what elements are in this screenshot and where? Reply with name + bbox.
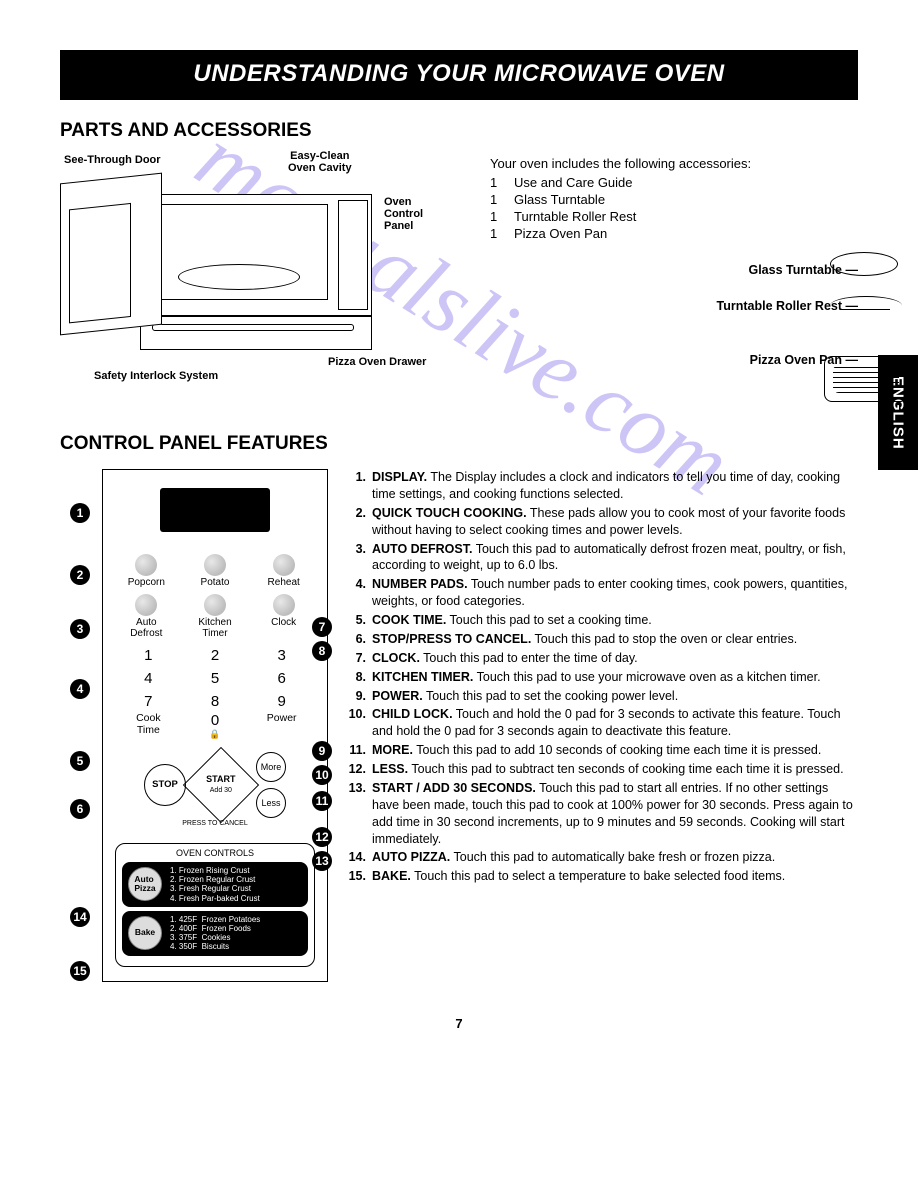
keypad-4[interactable]: 4 [115, 670, 182, 687]
feature-descriptions: 1.DISPLAY. The Display includes a clock … [338, 469, 858, 982]
feature-description-item: 13.START / ADD 30 SECONDS. Touch this pa… [338, 780, 858, 848]
callout-14: 14 [70, 907, 90, 927]
callout-15: 15 [70, 961, 90, 981]
keypad-8[interactable]: 8 [182, 693, 249, 710]
stop-button[interactable]: STOP [144, 764, 186, 806]
keypad-6[interactable]: 6 [248, 670, 315, 687]
feature-description-item: 7.CLOCK. Touch this pad to enter the tim… [338, 650, 858, 667]
callout-6: 6 [70, 799, 90, 819]
accessory-row: 1Glass Turntable [490, 192, 858, 207]
label-see-through-door: See-Through Door [64, 154, 161, 166]
feature-description-item: 6.STOP/PRESS TO CANCEL. Touch this pad t… [338, 631, 858, 648]
page-banner: UNDERSTANDING YOUR MICROWAVE OVEN [60, 50, 858, 100]
keypad-2[interactable]: 2 [182, 647, 249, 664]
auto-defrost-button[interactable]: Auto Defrost [115, 594, 178, 639]
section-control-title: CONTROL PANEL FEATURES [60, 433, 858, 455]
accessory-row: 1Pizza Oven Pan [490, 226, 858, 241]
callout-3: 3 [70, 619, 90, 639]
keypad-9[interactable]: 9 [248, 693, 315, 710]
label-roller-rest: Turntable Roller Rest — [490, 299, 858, 313]
feature-description-item: 8.KITCHEN TIMER. Touch this pad to use y… [338, 669, 858, 686]
callout-11: 11 [312, 791, 332, 811]
feature-description-item: 10.CHILD LOCK. Touch and hold the 0 pad … [338, 706, 858, 740]
page-number: 7 [60, 1016, 858, 1031]
callout-13: 13 [312, 851, 332, 871]
reheat-button[interactable]: Reheat [252, 554, 315, 588]
label-pizza-pan: Pizza Oven Pan — [490, 353, 858, 367]
section-parts-title: PARTS AND ACCESSORIES [60, 120, 858, 142]
lock-icon: 🔒 [182, 729, 249, 740]
stop-sublabel: PRESS TO CANCEL [115, 820, 315, 827]
oven-controls-title: OVEN CONTROLS [122, 848, 308, 858]
keypad-0[interactable]: 0🔒 [182, 712, 249, 740]
accessories-intro: Your oven includes the following accesso… [490, 156, 858, 171]
pizza-pan-icon [824, 356, 908, 402]
feature-description-item: 2.QUICK TOUCH COOKING. These pads allow … [338, 505, 858, 539]
callout-4: 4 [70, 679, 90, 699]
callout-8: 8 [312, 641, 332, 661]
cook-time-button[interactable]: Cook Time [115, 712, 182, 740]
keypad-3[interactable]: 3 [248, 647, 315, 664]
keypad-1[interactable]: 1 [115, 647, 182, 664]
callout-9: 9 [312, 741, 332, 761]
bake-button[interactable]: Bake [128, 916, 162, 950]
callout-10: 10 [312, 765, 332, 785]
roller-rest-icon [830, 296, 902, 315]
callout-1: 1 [70, 503, 90, 523]
panel-display [160, 488, 270, 532]
more-button[interactable]: More [256, 752, 286, 782]
accessory-row: 1Use and Care Guide [490, 175, 858, 190]
potato-button[interactable]: Potato [184, 554, 247, 588]
feature-description-item: 11.MORE. Touch this pad to add 10 second… [338, 742, 858, 759]
accessories-column: Your oven includes the following accesso… [490, 156, 858, 389]
label-pizza-drawer: Pizza Oven Drawer [328, 356, 426, 368]
callout-12: 12 [312, 827, 332, 847]
keypad-5[interactable]: 5 [182, 670, 249, 687]
feature-description-item: 4.NUMBER PADS. Touch number pads to ente… [338, 576, 858, 610]
keypad-7[interactable]: 7 [115, 693, 182, 710]
power-button[interactable]: Power [248, 712, 315, 740]
oven-controls-box: OVEN CONTROLS Auto Pizza 1. Frozen Risin… [115, 843, 315, 967]
feature-description-item: 14.AUTO PIZZA. Touch this pad to automat… [338, 849, 858, 866]
start-button[interactable]: STARTAdd 30 [183, 747, 259, 823]
control-panel-diagram: 1 2 3 4 5 6 14 15 7 8 9 10 11 12 13 Popc… [60, 469, 320, 982]
kitchen-timer-button[interactable]: Kitchen Timer [184, 594, 247, 639]
feature-description-item: 5.COOK TIME. Touch this pad to set a coo… [338, 612, 858, 629]
feature-description-item: 1.DISPLAY. The Display includes a clock … [338, 469, 858, 503]
auto-pizza-options: 1. Frozen Rising Crust 2. Frozen Regular… [170, 866, 260, 903]
less-button[interactable]: Less [256, 788, 286, 818]
oven-diagram: See-Through Door Easy-Clean Oven Cavity … [60, 156, 460, 389]
bake-options: 1. 425F Frozen Potatoes 2. 400F Frozen F… [170, 915, 260, 952]
feature-description-item: 9.POWER. Touch this pad to set the cooki… [338, 688, 858, 705]
label-safety-interlock: Safety Interlock System [94, 370, 218, 382]
glass-turntable-icon [830, 252, 898, 276]
label-glass-turntable: Glass Turntable — [490, 263, 858, 277]
callout-2: 2 [70, 565, 90, 585]
popcorn-button[interactable]: Popcorn [115, 554, 178, 588]
accessory-row: 1Turntable Roller Rest [490, 209, 858, 224]
feature-description-item: 15.BAKE. Touch this pad to select a temp… [338, 868, 858, 885]
auto-pizza-button[interactable]: Auto Pizza [128, 867, 162, 901]
clock-button[interactable]: Clock [252, 594, 315, 639]
feature-description-item: 3.AUTO DEFROST. Touch this pad to automa… [338, 541, 858, 575]
callout-5: 5 [70, 751, 90, 771]
callout-7: 7 [312, 617, 332, 637]
label-easy-clean: Easy-Clean Oven Cavity [288, 150, 352, 174]
feature-description-item: 12.LESS. Touch this pad to subtract ten … [338, 761, 858, 778]
